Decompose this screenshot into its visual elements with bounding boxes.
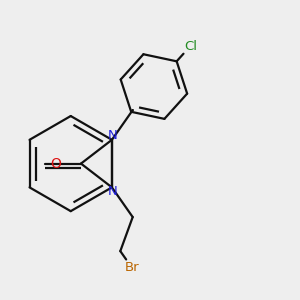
Text: N: N [108, 185, 117, 198]
Text: Cl: Cl [184, 40, 197, 53]
Text: N: N [108, 129, 117, 142]
Text: Br: Br [125, 261, 139, 274]
Text: O: O [51, 157, 62, 171]
